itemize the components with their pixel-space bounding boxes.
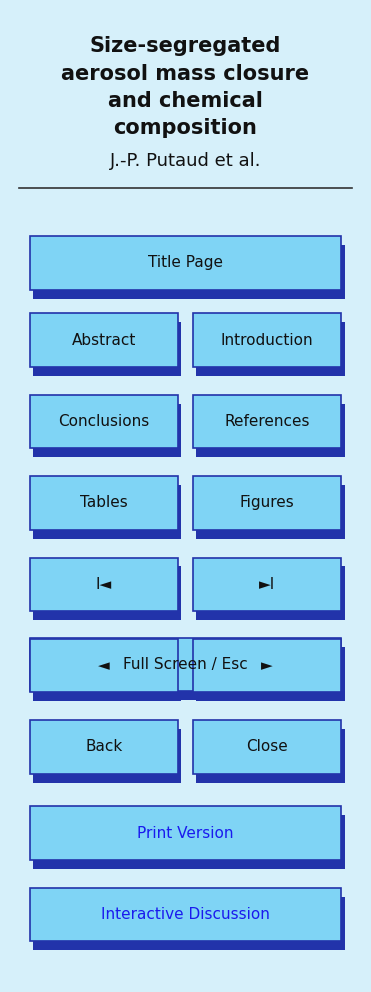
Text: J.-P. Putaud et al.: J.-P. Putaud et al. [110,152,261,170]
FancyBboxPatch shape [196,648,345,701]
Text: Print Version: Print Version [137,825,234,841]
FancyBboxPatch shape [193,313,341,367]
FancyBboxPatch shape [193,639,341,692]
FancyBboxPatch shape [33,245,345,299]
FancyBboxPatch shape [33,648,181,701]
FancyBboxPatch shape [196,566,345,620]
Text: ◄: ◄ [98,658,110,674]
FancyBboxPatch shape [193,558,341,611]
Text: Close: Close [246,739,288,755]
FancyBboxPatch shape [30,806,341,860]
FancyBboxPatch shape [193,720,341,774]
FancyBboxPatch shape [33,566,181,620]
FancyBboxPatch shape [193,395,341,448]
Text: Back: Back [85,739,122,755]
FancyBboxPatch shape [33,322,181,376]
FancyBboxPatch shape [30,558,178,611]
FancyBboxPatch shape [33,729,181,783]
Text: References: References [224,414,310,430]
FancyBboxPatch shape [196,404,345,457]
Text: Interactive Discussion: Interactive Discussion [101,907,270,923]
Text: ►: ► [261,658,273,674]
Text: Abstract: Abstract [72,332,136,348]
FancyBboxPatch shape [30,476,178,530]
FancyBboxPatch shape [33,485,181,539]
Text: Tables: Tables [80,495,128,511]
FancyBboxPatch shape [33,647,345,700]
Text: Title Page: Title Page [148,255,223,271]
FancyBboxPatch shape [30,395,178,448]
FancyBboxPatch shape [30,236,341,290]
Text: I◄: I◄ [96,576,112,592]
FancyBboxPatch shape [30,720,178,774]
Text: Full Screen / Esc: Full Screen / Esc [123,657,248,673]
Text: Conclusions: Conclusions [58,414,150,430]
Text: Size-segregated
aerosol mass closure
and chemical
composition: Size-segregated aerosol mass closure and… [62,37,309,138]
FancyBboxPatch shape [30,639,178,692]
Text: ►I: ►I [259,576,275,592]
Text: Figures: Figures [240,495,295,511]
FancyBboxPatch shape [193,476,341,530]
Text: Introduction: Introduction [221,332,313,348]
FancyBboxPatch shape [30,888,341,941]
FancyBboxPatch shape [30,313,178,367]
FancyBboxPatch shape [33,897,345,950]
FancyBboxPatch shape [33,404,181,457]
FancyBboxPatch shape [196,485,345,539]
FancyBboxPatch shape [196,729,345,783]
FancyBboxPatch shape [196,322,345,376]
FancyBboxPatch shape [30,638,341,691]
FancyBboxPatch shape [33,815,345,869]
